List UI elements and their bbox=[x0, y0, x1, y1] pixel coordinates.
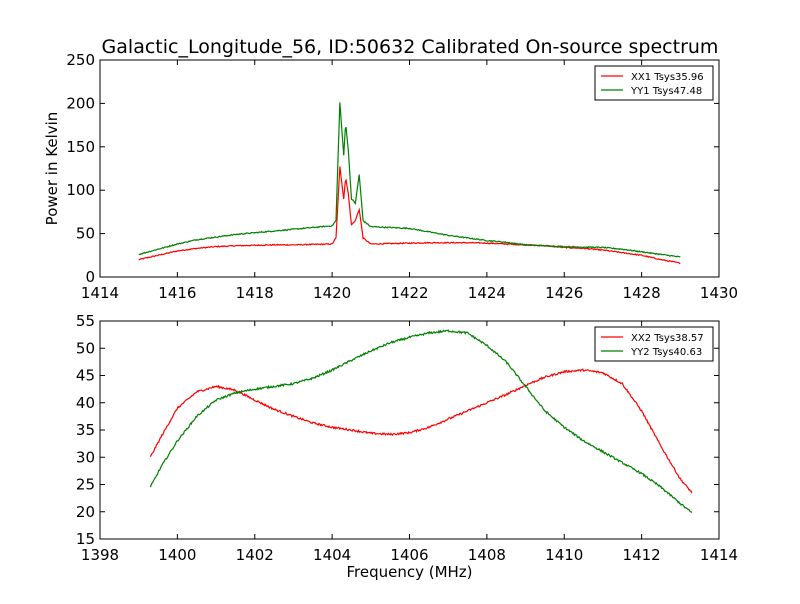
x-tick-label: 1408 bbox=[468, 546, 506, 564]
legend-label-2: YY1 Tsys47.48 bbox=[630, 86, 702, 97]
y-tick-label: 50 bbox=[76, 339, 95, 357]
x-tick-label: 1428 bbox=[623, 284, 661, 302]
series-line-1 bbox=[149, 368, 693, 494]
x-tick-label: 1402 bbox=[236, 546, 274, 564]
y-tick-label: 100 bbox=[66, 181, 95, 199]
x-tick-label: 1398 bbox=[81, 546, 119, 564]
y-tick-label: 0 bbox=[85, 268, 95, 286]
x-tick-label: 1424 bbox=[468, 284, 506, 302]
y-tick-label: 50 bbox=[76, 225, 95, 243]
y-tick-label: 45 bbox=[76, 367, 95, 385]
y-tick-label: 250 bbox=[66, 51, 95, 69]
x-tick-label: 1414 bbox=[81, 284, 119, 302]
y-tick-label: 35 bbox=[76, 421, 95, 439]
y-tick-label: 15 bbox=[76, 530, 95, 548]
y-tick-label: 150 bbox=[66, 138, 95, 156]
y-tick-label: 200 bbox=[66, 94, 95, 112]
x-tick-label: 1412 bbox=[623, 546, 661, 564]
y-tick-label: 30 bbox=[76, 448, 95, 466]
x-tick-label: 1426 bbox=[545, 284, 583, 302]
legend: XX2 Tsys38.57 YY2 Tsys40.63 bbox=[594, 326, 714, 362]
x-tick-label: 1414 bbox=[700, 546, 738, 564]
y-axis-label: Power in Kelvin bbox=[43, 112, 61, 226]
x-tick-label: 1430 bbox=[700, 284, 738, 302]
y-tick-label: 40 bbox=[76, 394, 95, 412]
y-tick-label: 55 bbox=[76, 312, 95, 330]
x-tick-label: 1420 bbox=[313, 284, 351, 302]
legend-label-1: XX1 Tsys35.96 bbox=[631, 72, 704, 83]
series-line-1 bbox=[138, 166, 681, 265]
x-axis-label: Frequency (MHz) bbox=[346, 563, 472, 581]
legend: XX1 Tsys35.96 YY1 Tsys47.48 bbox=[594, 65, 714, 101]
series-line-2 bbox=[149, 329, 693, 513]
x-tick-label: 1400 bbox=[158, 546, 196, 564]
x-tick-label: 1410 bbox=[545, 546, 583, 564]
x-tick-label: 1418 bbox=[236, 284, 274, 302]
x-tick-label: 1406 bbox=[390, 546, 428, 564]
bottom-panel: 1398 1400 1402 1404 1406 1408 1410 1412 1414 15 20… bbox=[76, 312, 738, 581]
y-tick-label: 25 bbox=[76, 476, 95, 494]
chart-title: Galactic_Longitude_56, ID:50632 Calibrat… bbox=[102, 36, 719, 58]
series-line-2 bbox=[138, 102, 681, 258]
x-tick-label: 1422 bbox=[390, 284, 428, 302]
x-tick-label: 1404 bbox=[313, 546, 351, 564]
top-panel: 1414 1416 1418 1420 1422 1424 1426 1428 1430 0 50 1… bbox=[43, 51, 738, 302]
x-tick-label: 1416 bbox=[158, 284, 196, 302]
legend-box bbox=[594, 65, 714, 101]
legend-box bbox=[594, 326, 714, 362]
legend-label-2: YY2 Tsys40.63 bbox=[630, 347, 702, 358]
y-tick-label: 20 bbox=[76, 503, 95, 521]
legend-label-1: XX2 Tsys38.57 bbox=[631, 333, 704, 344]
